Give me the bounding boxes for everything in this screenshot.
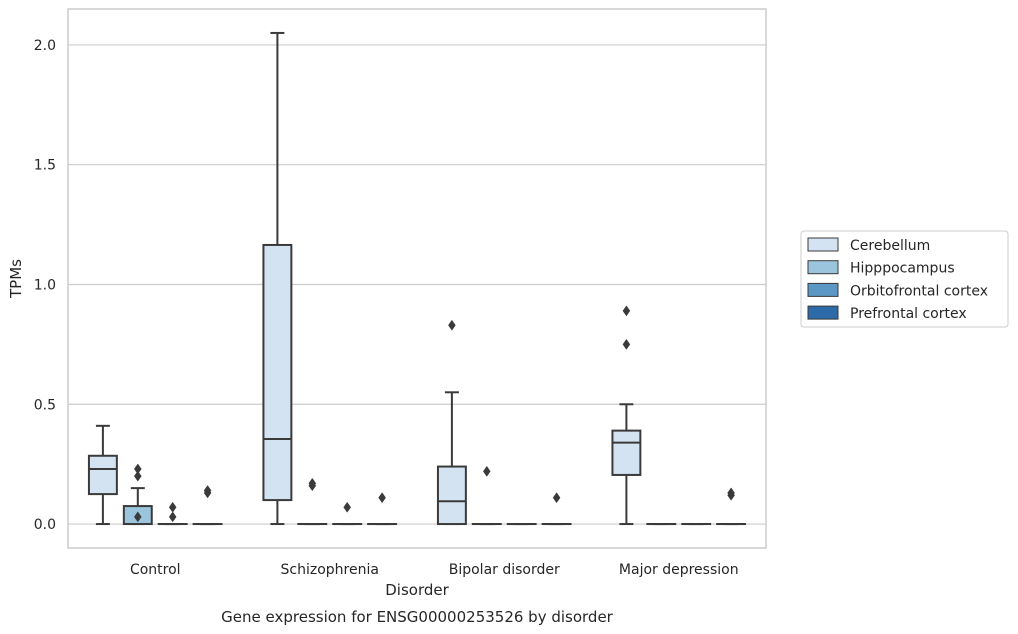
box-prefrontal-cortex — [192, 485, 223, 526]
y-tick-label: 1.5 — [34, 158, 56, 174]
box-body — [436, 465, 467, 526]
outlier-point — [448, 319, 456, 331]
outlier-point — [622, 305, 631, 317]
box-body — [262, 243, 293, 502]
outlier-point — [482, 465, 491, 477]
outlier-point — [552, 492, 561, 504]
box-cerebellum — [87, 424, 118, 526]
y-tick-label: 0.5 — [34, 397, 56, 413]
outlier-point — [727, 487, 735, 499]
outlier-point — [133, 470, 142, 482]
box-body — [611, 429, 642, 476]
legend-label: Cerebellum — [850, 238, 930, 254]
plot-frame — [67, 8, 767, 549]
x-axis-label: Disorder — [385, 581, 449, 599]
box-hipppocampus — [471, 465, 502, 526]
legend-swatch — [807, 282, 839, 297]
box-orbitofrontal-cortex — [157, 501, 188, 526]
outlier-point — [378, 492, 386, 504]
x-tick-label: Control — [130, 562, 181, 578]
y-tick-label: 2.0 — [34, 38, 56, 54]
y-tick-label: 0.0 — [34, 517, 56, 533]
x-tick-label: Major depression — [619, 562, 739, 578]
outlier-point — [308, 477, 317, 489]
chart-caption: Gene expression for ENSG00000253526 by d… — [221, 608, 614, 626]
box-cerebellum — [611, 305, 642, 526]
outlier-point — [343, 501, 352, 513]
y-tick-label: 1.0 — [34, 277, 56, 293]
outlier-point — [133, 511, 142, 523]
legend-frame — [800, 230, 1009, 328]
outlier-point — [168, 501, 177, 513]
outlier-point — [168, 511, 177, 523]
x-tick-label: Bipolar disorder — [449, 562, 560, 578]
legend: Cerebellum Hipppocampus Orbitofrontal cort… — [800, 230, 1009, 328]
box-orbitofrontal-cortex — [332, 501, 363, 526]
legend-label: Orbitofrontal cortex — [850, 283, 988, 299]
x-tick-labels: Control Schizophrenia Bipolar disorder Majo… — [130, 562, 739, 578]
box-prefrontal-cortex — [716, 487, 747, 526]
box-prefrontal-cortex — [367, 492, 398, 526]
legend-swatch — [807, 260, 839, 275]
box-cerebellum — [262, 31, 293, 526]
x-tick-label: Schizophrenia — [281, 562, 379, 578]
legend-label: Prefrontal cortex — [850, 306, 967, 322]
legend-swatch — [807, 237, 839, 252]
box-hipppocampus — [297, 477, 328, 526]
y-axis-label: TPMs — [7, 259, 25, 299]
legend-swatch — [807, 305, 839, 320]
y-tick-labels: 0.0 0.5 1.0 1.5 2.0 — [34, 38, 56, 533]
box-prefrontal-cortex — [541, 492, 572, 526]
outlier-point — [203, 485, 212, 496]
box-hipppocampus — [122, 463, 153, 526]
outlier-point — [622, 338, 631, 350]
legend-label: Hipppocampus — [850, 261, 955, 277]
grid-lines — [68, 44, 766, 525]
box-cerebellum — [436, 319, 467, 526]
boxes — [87, 31, 747, 526]
box-body — [87, 454, 118, 496]
outlier-point — [133, 463, 142, 475]
